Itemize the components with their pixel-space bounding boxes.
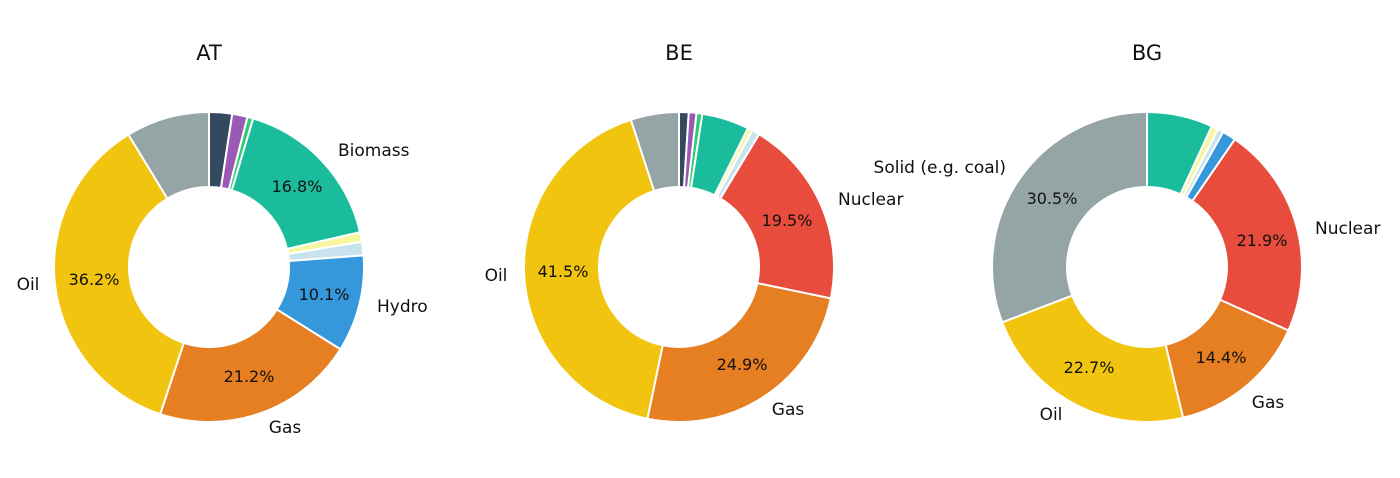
slice-percent-label: 21.9%: [1237, 231, 1288, 250]
donut-slice-nuclear: [1190, 137, 1303, 332]
donut-slice-oil: [523, 118, 664, 420]
slice-percent-label: 21.2%: [224, 367, 275, 386]
donut-slice-gas: [646, 281, 832, 423]
slice-label: Oil: [17, 275, 40, 295]
slice-label: Solid (e.g. coal): [874, 158, 1006, 178]
donut-slice-oil: [53, 133, 186, 416]
slice-label: Gas: [772, 400, 805, 420]
donut-slice-solid-e-g-coal: [991, 110, 1148, 324]
donut-chart-be: BE Nuclear 19.5% Gas 24.9% Oil 41.5%: [485, 41, 903, 423]
slice-percent-label: 10.1%: [299, 285, 350, 304]
slice-label: Hydro: [377, 297, 428, 317]
slice-label: Oil: [485, 266, 508, 286]
donut-chart-at: AT Biomass 16.8% Hydro 10.1% Gas 21.2% Oil 36.2%: [17, 41, 428, 438]
slice-label: Biomass: [338, 141, 410, 161]
slice-percent-label: 30.5%: [1027, 189, 1078, 208]
slice-percent-label: 14.4%: [1196, 348, 1247, 367]
donut-slice-oil: [1000, 294, 1185, 423]
donut-chart-bg: BG Nuclear 21.9% Gas 14.4% Oil 22.7% Solid (e.g…: [874, 41, 1381, 425]
slice-percent-label: 36.2%: [69, 270, 120, 289]
chart-title: BG: [1132, 41, 1162, 65]
slice-label: Oil: [1040, 405, 1063, 425]
slice-percent-label: 16.8%: [272, 177, 323, 196]
slice-label: Nuclear: [1315, 219, 1380, 239]
chart-title: AT: [196, 41, 222, 65]
slice-percent-label: 22.7%: [1064, 358, 1115, 377]
chart-title: BE: [665, 41, 693, 65]
slice-percent-label: 41.5%: [538, 262, 589, 281]
slice-label: Nuclear: [838, 190, 903, 210]
donut-slice-nuclear: [718, 132, 835, 300]
slice-percent-label: 19.5%: [762, 211, 813, 230]
slice-label: Gas: [1252, 393, 1285, 413]
donut-slice-solid-e-g-coal: [629, 110, 680, 193]
slice-percent-label: 24.9%: [717, 355, 768, 374]
donut-slice-solid-e-g-coal: [127, 110, 210, 201]
slice-label: Gas: [269, 418, 302, 438]
donut-slice-gas: [158, 308, 342, 423]
